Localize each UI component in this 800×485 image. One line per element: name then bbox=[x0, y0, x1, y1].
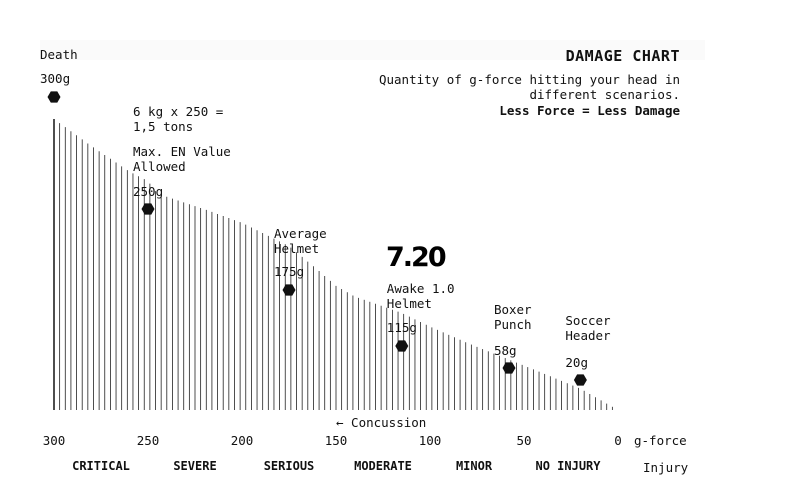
chart-title: DAMAGE CHART bbox=[565, 47, 680, 65]
chart-tagline: Less Force = Less Damage bbox=[499, 103, 680, 118]
annotation-value: 115g bbox=[386, 320, 417, 335]
brand-logo: 7.20 bbox=[386, 242, 447, 273]
concussion-marker: ← Concussion bbox=[336, 415, 427, 430]
injury-category: SEVERE bbox=[173, 459, 217, 473]
marker-hexagon bbox=[502, 362, 516, 374]
marker-hexagon bbox=[282, 284, 296, 296]
x-tick-label: 150 bbox=[324, 433, 348, 448]
injury-category: CRITICAL bbox=[72, 459, 130, 473]
annotation-note: 6 kg x 250 = 1,5 tons bbox=[133, 104, 224, 134]
injury-category: MODERATE bbox=[354, 459, 412, 473]
annotation-value: 250g bbox=[133, 184, 164, 199]
marker-hexagon bbox=[573, 374, 587, 386]
x-tick-label: 0 bbox=[614, 433, 622, 448]
x-axis-label: g-force bbox=[634, 433, 687, 448]
annotation-value: 58g bbox=[493, 343, 517, 358]
annotation-label: Average Helmet bbox=[274, 226, 327, 256]
annotation-value: 20g bbox=[565, 355, 588, 370]
injury-category: SERIOUS bbox=[263, 459, 315, 473]
annotation-value: 300g bbox=[40, 71, 71, 86]
annotation-label: Soccer Header bbox=[565, 313, 611, 343]
annotation-label: Max. EN Value Allowed bbox=[133, 144, 231, 174]
x-tick-label: 250 bbox=[136, 433, 160, 448]
injury-axis-title: Injury bbox=[643, 460, 689, 475]
x-tick-label: 100 bbox=[418, 433, 442, 448]
annotation-label: Death bbox=[40, 47, 78, 62]
injury-category: NO INJURY bbox=[535, 459, 601, 473]
x-tick-label: 50 bbox=[516, 433, 532, 448]
annotation-label: Boxer Punch bbox=[493, 302, 532, 332]
x-tick-label: 200 bbox=[230, 433, 254, 448]
header-strip bbox=[40, 40, 705, 60]
marker-hexagon bbox=[141, 203, 155, 215]
marker-hexagon bbox=[395, 340, 409, 352]
x-tick-label: 300 bbox=[42, 433, 66, 448]
chart-subtitle: Quantity of g-force hitting your head in… bbox=[378, 72, 680, 102]
annotation-label: Awake 1.0 Helmet bbox=[386, 281, 455, 311]
injury-category: MINOR bbox=[455, 459, 493, 473]
annotation-value: 175g bbox=[274, 264, 305, 279]
marker-hexagon bbox=[47, 91, 61, 103]
